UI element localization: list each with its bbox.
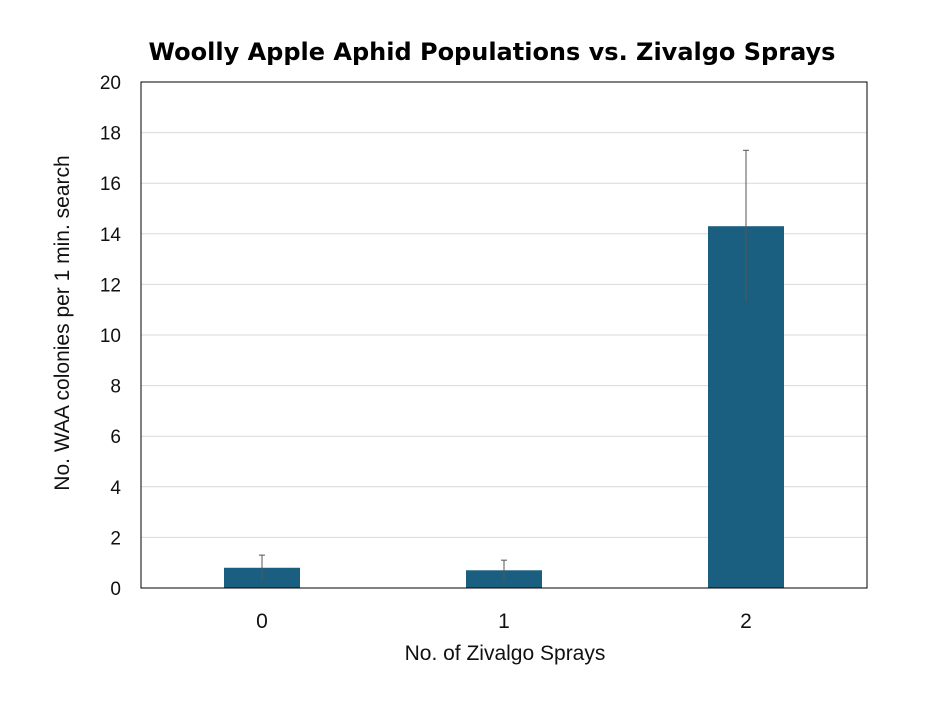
y-tick-label: 6 [110,427,121,448]
plot-area-border [140,81,868,589]
y-tick-label: 12 [100,275,121,296]
error-bars [259,149,749,581]
y-tick-label: 8 [110,377,121,398]
x-tick-label: 2 [740,610,752,633]
x-tick-label: 1 [498,610,510,633]
chart-title: Woolly Apple Aphid Populations vs. Zival… [149,38,836,66]
y-tick-label: 4 [110,478,121,499]
bars [224,226,784,588]
y-axis-title: No. WAA colonies per 1 min. search [51,155,74,490]
x-axis-ticks: 0 1 2 [256,610,752,633]
y-axis-ticks: 0 2 4 6 8 10 12 14 16 18 20 [100,73,122,600]
y-tick-label: 16 [100,174,121,195]
gridlines [141,132,867,538]
y-tick-label: 10 [100,326,121,347]
y-tick-label: 2 [110,528,121,549]
x-axis-title: No. of Zivalgo Sprays [405,642,606,665]
y-tick-label: 20 [100,73,121,94]
y-tick-label: 18 [100,124,121,145]
y-tick-label: 0 [110,579,121,600]
x-tick-label: 0 [256,610,268,633]
y-tick-label: 14 [100,225,122,246]
